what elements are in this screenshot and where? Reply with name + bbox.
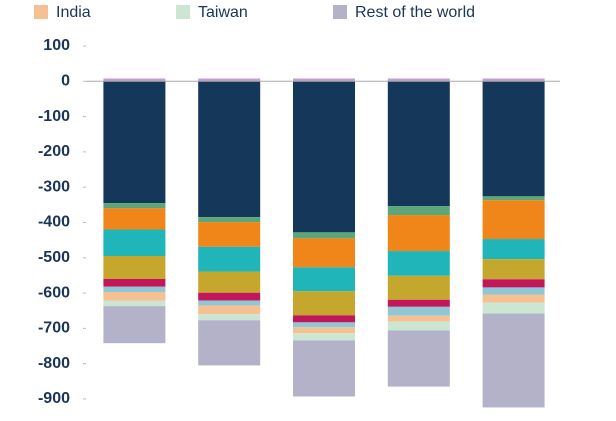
bar-segment [103, 286, 166, 293]
y-tick-label: -900 [38, 390, 70, 407]
bar-segment [293, 291, 355, 316]
bar-segment [482, 313, 545, 408]
bar-segment [103, 256, 166, 279]
bar-segment [293, 327, 355, 334]
bar-segment [103, 203, 166, 209]
bar-segment [293, 81, 355, 233]
y-tick-label: 100 [43, 37, 70, 54]
legend-swatch [34, 5, 48, 19]
bar-segment [198, 78, 261, 82]
bar-segment [293, 333, 355, 341]
bar-segment [103, 300, 166, 307]
bar-segment [482, 287, 545, 295]
bar-segment [482, 279, 545, 288]
bar-segment [198, 292, 261, 301]
bar-segment [482, 200, 545, 240]
bar-segment [387, 306, 450, 316]
bar-segment [387, 315, 450, 322]
bar-segment [293, 315, 355, 323]
legend-swatch [333, 5, 347, 19]
bar-segment [103, 229, 166, 257]
y-tick-label: -600 [38, 284, 70, 301]
bar-segment [198, 320, 261, 366]
bar-segment [293, 267, 355, 292]
bar-segment [293, 232, 355, 239]
bar-segment [103, 278, 166, 287]
bar-segment [387, 81, 450, 207]
y-tick-label: -700 [38, 320, 70, 337]
bar-segment [482, 78, 545, 82]
bar-segment [387, 299, 450, 307]
bar-segment [198, 246, 261, 272]
legend-label: Rest of the world [355, 4, 475, 21]
bar-segment [387, 251, 450, 276]
y-tick-label: -100 [38, 108, 70, 125]
bar-segment [482, 259, 545, 280]
bar-segment [387, 275, 450, 300]
legend-label: Taiwan [198, 4, 248, 21]
bar-segment [198, 217, 261, 223]
y-tick-label: -500 [38, 249, 70, 266]
bar-segment [198, 314, 261, 321]
bar-segment [198, 222, 261, 247]
legend-swatch [176, 5, 190, 19]
bar-segment [482, 294, 545, 303]
bar-segment [387, 78, 450, 82]
legend-label: India [56, 4, 91, 21]
y-tick-label: -200 [38, 143, 70, 160]
bar-segment [293, 238, 355, 268]
bar-segment [103, 208, 166, 230]
bar-segment [387, 321, 450, 331]
bar-segment [198, 271, 261, 293]
bar-segment [482, 302, 545, 314]
bar-segment [198, 300, 261, 306]
bar-segment [103, 306, 166, 344]
bar-segment [387, 330, 450, 387]
bar-segment [103, 81, 166, 204]
y-tick-label: -800 [38, 355, 70, 372]
bar-segment [482, 81, 545, 197]
bar-segment [103, 292, 166, 301]
y-tick-label: -400 [38, 214, 70, 231]
bar-segment [387, 206, 450, 216]
bar-segment [482, 239, 545, 260]
y-tick-label: 0 [61, 73, 70, 90]
bar-segment [387, 215, 450, 252]
y-tick-label: -300 [38, 178, 70, 195]
bar-segment [103, 78, 166, 82]
bar-segment [482, 196, 545, 201]
bar-segment [198, 305, 261, 315]
bar-segment [198, 81, 261, 218]
bar-segment [293, 78, 355, 82]
bar-segment [293, 322, 355, 328]
bar-segment [293, 340, 355, 397]
